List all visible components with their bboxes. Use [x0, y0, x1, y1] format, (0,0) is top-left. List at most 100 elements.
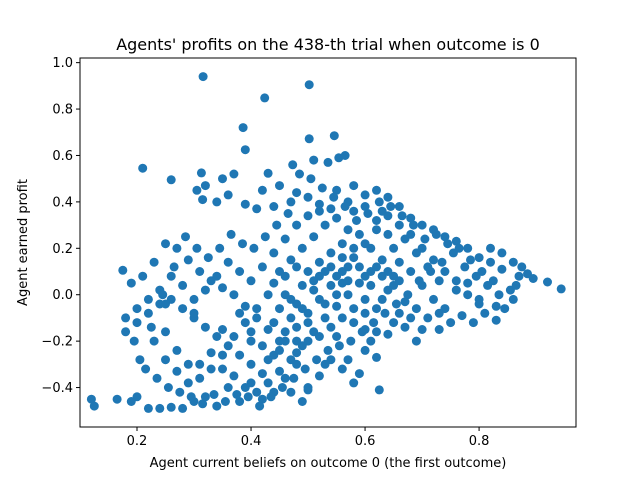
scatter-point — [303, 385, 313, 395]
scatter-point — [229, 371, 239, 381]
scatter-point — [183, 359, 193, 369]
scatter-point — [212, 401, 222, 411]
scatter-point — [366, 243, 376, 253]
y-tick-label: 1.0 — [52, 56, 73, 71]
scatter-point — [118, 265, 128, 275]
scatter-point — [411, 248, 421, 258]
scatter-point — [337, 239, 347, 249]
scatter-point — [480, 308, 490, 318]
scatter-point — [366, 336, 376, 346]
chart-title: Agents' profits on the 438-th trial when… — [116, 35, 540, 54]
scatter-point — [252, 304, 262, 314]
scatter-point — [196, 168, 206, 178]
scatter-point — [263, 168, 273, 178]
scatter-point — [195, 359, 205, 369]
scatter-point — [218, 174, 227, 184]
scatter-point — [132, 318, 142, 328]
scatter-point — [132, 304, 142, 314]
scatter-point — [223, 383, 233, 392]
x-tick-label: 0.8 — [469, 434, 490, 449]
scatter-point — [226, 229, 236, 239]
scatter-point — [377, 255, 387, 265]
scatter-point — [161, 299, 170, 309]
scatter-point — [354, 369, 364, 379]
scatter-point — [343, 355, 353, 365]
scatter-point — [426, 267, 436, 276]
scatter-point — [420, 234, 430, 244]
scatter-point — [286, 255, 296, 265]
scatter-point — [320, 220, 330, 230]
y-axis-ticks: −0.4 −0.2 0.0 0.2 0.4 0.6 0.8 1.0 — [41, 56, 80, 396]
scatter-point — [309, 232, 319, 242]
scatter-point — [343, 225, 353, 235]
y-tick-label: −0.2 — [41, 335, 73, 350]
scatter-point — [374, 197, 384, 207]
scatter-point — [332, 185, 342, 195]
scatter-point — [212, 271, 222, 281]
scatter-point — [172, 243, 182, 253]
scatter-point — [275, 345, 284, 355]
scatter-point — [269, 278, 279, 288]
scatter-point — [312, 355, 322, 365]
scatter-point — [288, 160, 298, 170]
scatter-point — [200, 181, 210, 191]
scatter-point — [451, 285, 461, 295]
scatter-point — [178, 304, 188, 314]
scatter-point — [556, 284, 566, 294]
scatter-point — [169, 262, 179, 272]
scatter-point — [166, 271, 176, 281]
scatter-point — [543, 277, 552, 287]
scatter-point — [263, 325, 273, 334]
scatter-point — [252, 313, 262, 323]
scatter-point — [257, 262, 267, 272]
scatter-point — [400, 297, 410, 307]
scatter-point — [389, 318, 399, 328]
scatter-point — [429, 255, 438, 265]
scatter-point — [252, 204, 262, 214]
scatter-point — [474, 253, 484, 263]
scatter-point — [303, 192, 313, 202]
scatter-point — [283, 209, 293, 218]
scatter-point — [346, 336, 356, 346]
scatter-point — [255, 401, 265, 411]
scatter-point — [138, 271, 148, 281]
scatter-point — [400, 322, 410, 332]
scatter-point — [189, 308, 199, 318]
scatter-point — [409, 220, 418, 230]
scatter-point — [280, 271, 290, 281]
scatter-point — [218, 325, 227, 334]
scatter-point — [246, 359, 256, 369]
scatter-point — [349, 318, 359, 328]
scatter-point — [209, 390, 219, 399]
scatter-point — [240, 145, 250, 155]
scatter-point — [269, 318, 279, 328]
scatter-point — [360, 271, 370, 281]
scatter-point — [275, 366, 284, 376]
scatter-point — [121, 327, 131, 337]
scatter-point — [454, 243, 464, 253]
y-tick-label: 0.6 — [52, 149, 73, 164]
scatter-point — [161, 239, 170, 249]
scatter-point — [260, 232, 270, 242]
scatter-point — [200, 392, 210, 402]
scatter-point — [292, 322, 302, 332]
scatter-point — [309, 285, 319, 295]
scatter-point — [303, 211, 313, 221]
y-tick-label: −0.4 — [41, 381, 73, 396]
scatter-point — [514, 271, 524, 281]
scatter-point — [383, 211, 393, 221]
scatter-point — [135, 355, 145, 365]
scatter-point — [332, 290, 342, 300]
plot-frame — [79, 57, 577, 428]
scatter-point — [229, 169, 239, 179]
y-tick-label: 0.0 — [52, 288, 73, 303]
scatter-point — [411, 336, 421, 346]
scatter-point — [332, 271, 342, 281]
scatter-point — [417, 325, 427, 334]
scatter-point — [491, 315, 501, 325]
scatter-point — [360, 202, 370, 211]
scatter-point — [394, 202, 404, 211]
scatter-point — [354, 278, 364, 288]
scatter-point — [229, 290, 239, 300]
scatter-point — [292, 188, 302, 198]
